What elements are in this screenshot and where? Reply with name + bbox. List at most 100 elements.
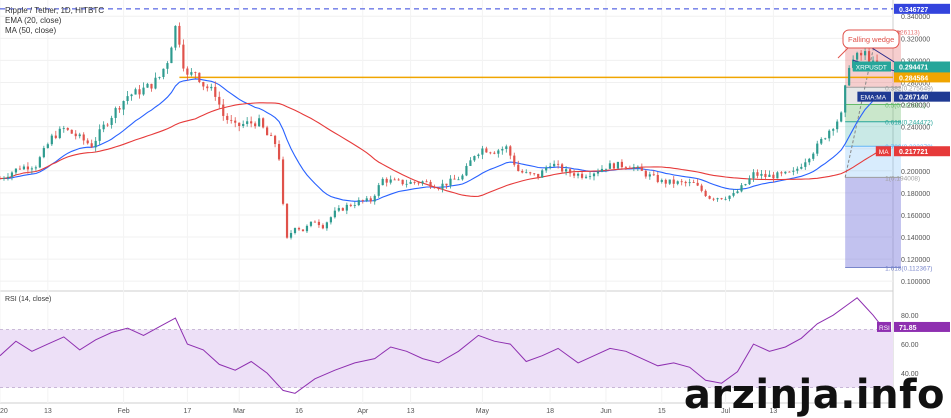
ma-tag-value-bg [894,146,950,157]
horizontal-levels[interactable] [0,8,893,79]
fib-level-label: 0.618(0.244472) [885,120,933,127]
candle-body [174,25,177,48]
candle-body [780,172,783,174]
candle-body [776,172,779,179]
candle-body [86,140,89,144]
candle-body [863,51,867,56]
candle-body [632,167,635,169]
candle-body [341,208,344,211]
candle-body [329,217,332,223]
candle-body [142,87,145,95]
price-tick-label: 0.180000 [901,191,930,198]
candle-body [800,166,803,169]
candle-body [680,181,683,183]
candle-body [565,169,568,172]
price-tick-label: 0.260000 [901,103,930,110]
candle-body [182,44,185,69]
candle-body [417,182,420,184]
candle-body [760,173,763,176]
candle-body [832,129,835,131]
fib-zone [845,146,901,178]
candle-body [214,86,217,97]
candle-body [413,181,416,183]
candle-body [66,128,69,130]
price-tags: 0.346727XRPUSDT0.29447107:09:320.284584E… [852,3,950,332]
candle-body [616,161,620,169]
candle-body [724,198,727,200]
time-tick-label: 13 [770,408,778,415]
candle-body [22,166,26,170]
candle-body [349,204,352,206]
candle-body [792,170,795,172]
candle-body [756,172,759,176]
time-tick-label: Mar [233,408,246,415]
rsi-tick-label: 60.00 [901,342,919,349]
time-axis[interactable]: 2020 13 Feb 17 Mar 16 Apr 13 May 18 Jun 15 Jul 13 [0,408,777,415]
candle-body [572,173,576,176]
candle-body [688,182,691,184]
rsi-name-tag-bg [877,321,891,332]
candle-body [437,188,440,190]
candle-body [720,198,723,200]
candle-body [744,184,747,186]
candle-body [285,203,289,238]
candle-body [262,118,265,128]
candle-body [608,163,612,169]
fib-level-label: 0.5(0.260061) [885,102,925,109]
price-tick-label: 0.280000 [901,80,930,87]
candle-body [226,115,229,120]
candle-body [54,135,57,138]
candle-body [644,170,647,177]
candle-body [708,196,711,199]
watermark: arzinja.info [683,372,945,418]
price-tick-label: 0.240000 [901,125,930,132]
candle-body [752,172,755,179]
candle-body [70,129,73,134]
time-tick-label: 17 [183,408,191,415]
candle-body [58,128,61,138]
candle-body [6,176,10,178]
resistance-tag-value-bg [894,3,950,14]
candle-body [46,144,49,148]
candle-body [0,178,2,180]
time-tick-label: Jul [721,408,730,415]
time-tick-label: 13 [407,408,415,415]
candle-body [596,171,600,174]
candle-body [728,195,731,199]
candle-body [525,172,528,174]
candle-body [178,25,181,45]
candle-body [712,198,715,200]
candle-body [194,72,197,73]
candle-body [736,191,739,194]
candle-body [198,72,201,82]
falling-wedge-callout[interactable]: Falling wedge [837,29,900,59]
candle-body [772,174,775,179]
candle-body [848,67,851,86]
candle-body [250,121,253,124]
candle-body [397,179,400,181]
candle-body [784,171,787,174]
xrpusdt-tag-label: XRPUSDT [856,65,887,72]
candle-body [812,153,815,159]
ema-tag-value: 0.267140 [899,95,928,102]
ma-50-line [0,102,882,197]
candle-body [692,182,695,183]
support-tag-value-bg [894,72,950,83]
candle-body [453,178,456,180]
candle-body [489,152,492,154]
rsi-panel [0,297,893,394]
candle-body [588,176,592,178]
candle-body [824,138,827,140]
candle-body [74,133,77,137]
candle-body [206,86,209,89]
candle-body [309,221,313,226]
candle-body [150,83,153,89]
candle-body [301,229,305,232]
candle-body [445,183,448,186]
support-tag-value: 0.284584 [899,75,928,82]
candle-body [553,163,556,167]
candle-body [381,178,384,186]
candle-body [273,135,277,145]
candle-body [170,47,173,64]
candle-body [856,52,859,60]
